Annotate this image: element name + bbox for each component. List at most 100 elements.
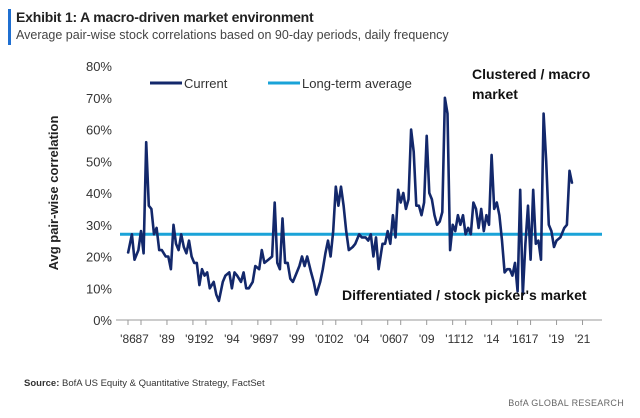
x-tick-label: '09	[419, 332, 435, 346]
data-point	[133, 259, 136, 261]
data-point	[405, 208, 407, 210]
y-tick-label: 30%	[86, 218, 112, 233]
data-point	[263, 262, 265, 264]
data-point	[467, 227, 469, 229]
x-tick-label: '97	[263, 332, 279, 346]
data-point	[206, 271, 208, 273]
exhibit-accent-bar	[8, 9, 11, 45]
data-point	[413, 151, 415, 153]
data-point	[345, 230, 347, 232]
data-point	[137, 249, 139, 251]
data-point	[542, 113, 545, 115]
data-point	[258, 268, 260, 270]
data-point	[423, 201, 425, 204]
data-point	[415, 205, 417, 207]
data-point	[516, 290, 519, 293]
data-point	[431, 198, 433, 200]
data-point	[332, 230, 334, 232]
annotation-clustered: Clustered / macro	[472, 66, 590, 82]
data-point	[436, 224, 438, 226]
data-point	[400, 201, 402, 204]
data-point	[540, 259, 542, 261]
data-point	[201, 268, 203, 270]
data-point	[322, 268, 324, 270]
data-point	[287, 262, 289, 264]
data-point	[509, 268, 511, 270]
data-point	[142, 252, 145, 254]
annotation-market: market	[472, 86, 518, 102]
data-point	[441, 211, 443, 213]
data-point	[178, 249, 180, 251]
data-point	[292, 281, 294, 283]
data-point	[304, 265, 306, 267]
data-point	[439, 220, 441, 223]
y-axis-label: Avg pair-wise correlation	[46, 116, 61, 271]
y-tick-label: 20%	[86, 250, 112, 265]
data-point	[319, 281, 321, 283]
annotation-differentiated: Differentiated / stock picker's market	[342, 287, 587, 303]
data-point	[301, 255, 303, 258]
data-point	[389, 243, 391, 245]
data-point	[193, 262, 195, 264]
data-point	[337, 205, 339, 207]
x-tick-label: '02	[328, 332, 344, 346]
y-tick-label: 10%	[86, 281, 112, 296]
y-tick-label: 50%	[86, 154, 112, 169]
data-point	[475, 208, 477, 210]
brand-logo-text: BofA GLOBAL RESEARCH	[508, 398, 624, 408]
data-point	[478, 227, 480, 229]
y-tick-label: 0%	[93, 313, 112, 328]
data-point	[271, 255, 273, 258]
data-point	[252, 281, 254, 283]
data-point	[384, 243, 386, 245]
data-point	[402, 192, 404, 194]
data-point	[449, 249, 451, 251]
data-point	[198, 284, 201, 286]
data-point	[483, 230, 485, 232]
data-point	[131, 233, 133, 235]
data-point	[387, 230, 389, 232]
x-tick-label: '11	[445, 332, 460, 346]
data-point	[284, 262, 286, 264]
data-point	[352, 246, 354, 248]
x-tick-label: '96	[250, 332, 266, 346]
data-point	[433, 214, 436, 216]
data-point	[310, 271, 312, 273]
data-point	[158, 249, 160, 251]
data-point	[571, 182, 573, 185]
x-tick-label: '86	[120, 332, 136, 346]
data-point	[358, 233, 360, 235]
data-point	[524, 243, 526, 245]
x-tick-label: '04	[354, 332, 370, 346]
data-point	[175, 243, 177, 245]
data-point	[298, 265, 301, 267]
data-point	[493, 208, 495, 210]
data-point	[224, 274, 226, 277]
data-point	[240, 281, 242, 283]
data-point	[381, 243, 384, 245]
data-point	[215, 294, 217, 296]
data-point	[428, 192, 430, 194]
data-point	[491, 154, 493, 156]
data-point	[185, 252, 188, 254]
source-label: Source:	[24, 378, 60, 389]
data-point	[228, 271, 230, 273]
data-point	[426, 135, 428, 137]
data-point	[522, 294, 524, 296]
data-point	[361, 236, 363, 239]
y-tick-label: 80%	[86, 59, 112, 74]
x-tick-label: '07	[393, 332, 409, 346]
legend-average-label: Long-term average	[302, 76, 412, 91]
data-point	[161, 249, 163, 251]
data-point	[196, 262, 198, 264]
data-point	[529, 259, 532, 261]
data-point	[261, 249, 263, 251]
data-point	[367, 240, 369, 242]
data-point	[407, 198, 410, 200]
data-point	[519, 189, 521, 191]
x-tick-label: '14	[484, 332, 500, 346]
x-tick-label: '87	[133, 332, 149, 346]
data-point	[394, 236, 397, 239]
data-point	[267, 259, 269, 261]
